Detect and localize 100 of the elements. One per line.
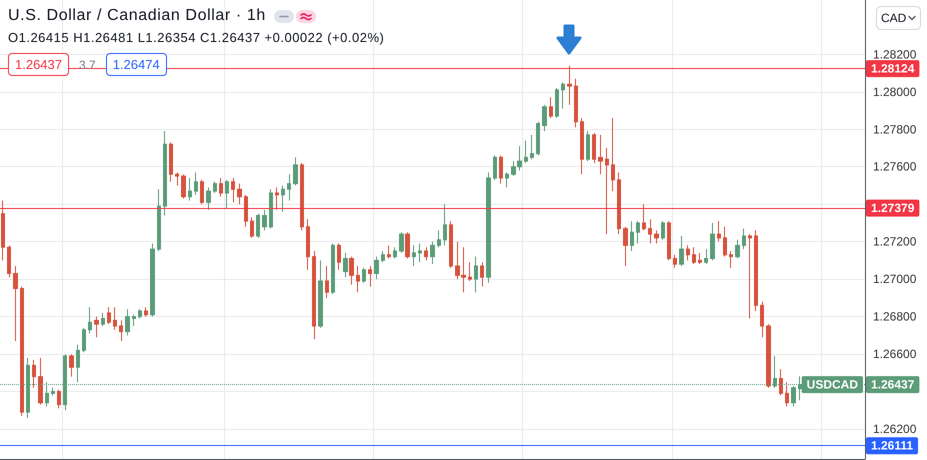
candlestick — [119, 320, 123, 342]
candlestick — [530, 134, 534, 160]
candlestick — [38, 357, 43, 406]
candlestick — [306, 218, 310, 270]
candlestick — [405, 232, 410, 260]
candlestick — [213, 181, 217, 194]
candlestick — [605, 148, 609, 235]
candlestick — [325, 266, 329, 298]
candlestick — [486, 172, 491, 284]
candlestick — [57, 389, 61, 409]
candlestick — [499, 155, 503, 184]
y-tick-label: 1.26600 — [873, 347, 917, 362]
candlestick — [679, 236, 684, 267]
candlestick — [250, 216, 254, 238]
candlestick — [381, 250, 385, 263]
candlestick — [673, 254, 677, 268]
candlestick — [225, 179, 229, 208]
y-tick-label: 1.27800 — [873, 122, 917, 136]
ref-line-label: 1.26111 — [871, 438, 914, 453]
candlestick — [586, 130, 590, 162]
candlestick — [368, 266, 372, 288]
candlestick — [555, 88, 559, 119]
candlestick — [1, 200, 5, 261]
candlestick — [549, 96, 553, 119]
candlestick — [356, 266, 360, 293]
candlestick — [387, 244, 391, 260]
candlestick — [281, 184, 285, 212]
candlestick — [244, 194, 248, 228]
candlestick — [94, 316, 99, 338]
candlestick — [318, 260, 323, 328]
candlestick — [144, 306, 148, 318]
candlestick — [125, 308, 130, 336]
candlestick — [157, 188, 161, 252]
y-tick-label: 1.28200 — [873, 47, 917, 62]
candlestick — [704, 248, 708, 265]
candlestick — [51, 387, 55, 396]
candlestick — [275, 186, 279, 210]
candlestick — [150, 243, 155, 318]
candlestick — [661, 220, 665, 240]
candlestick — [287, 174, 291, 201]
y-tick-label: 1.27600 — [873, 160, 917, 174]
candlestick — [349, 256, 354, 286]
candlestick — [343, 252, 348, 278]
candlestick — [138, 308, 142, 319]
candlestick — [754, 230, 758, 312]
candlestick — [262, 209, 267, 231]
candlestick — [617, 172, 621, 235]
candlestick — [443, 204, 447, 246]
ref-line-label: 1.28124 — [871, 62, 915, 76]
candlestick — [567, 65, 572, 106]
dropdown: CAD — [876, 6, 922, 30]
candlestick — [194, 172, 198, 196]
candlestick — [648, 218, 652, 244]
candlestick — [717, 220, 721, 242]
candlestick — [13, 266, 18, 342]
candlestick — [468, 262, 472, 282]
candlestick — [748, 234, 752, 319]
y-tick-label: 1.28000 — [873, 84, 917, 99]
price-button: 1.26474 — [106, 53, 167, 76]
candlestick — [424, 246, 428, 261]
candlestick — [536, 121, 540, 156]
candlestick — [181, 174, 186, 200]
candlestick — [188, 177, 192, 201]
candlestick — [32, 359, 36, 388]
candlestick — [542, 104, 547, 132]
legend-label: USDCAD — [806, 378, 858, 392]
candlestick — [269, 188, 273, 230]
text: O1.26415 H1.26481 L1.26354 C1.26437 +0.00022 (+0.02%) — [8, 30, 384, 45]
candlestick — [231, 177, 235, 203]
candlestick — [524, 140, 528, 164]
candlestick — [505, 172, 509, 188]
candlestick — [785, 382, 789, 408]
candlestick — [7, 244, 11, 278]
candlestick — [399, 232, 404, 254]
candlestick — [574, 78, 578, 128]
candlestick — [642, 204, 646, 231]
candlestick — [393, 246, 397, 260]
chart-title: U.S. Dollar / Canadian Dollar · 1h — [8, 7, 266, 25]
candlestick — [493, 155, 497, 180]
candlestick — [175, 172, 179, 186]
annotation: 3.7 — [79, 58, 96, 72]
candlestick — [169, 142, 173, 182]
candlestick — [412, 244, 416, 267]
candlestick — [779, 368, 783, 396]
y-tick-label: 1.26800 — [873, 310, 917, 324]
candlestick — [667, 220, 671, 261]
ref-line-label: 1.27379 — [871, 201, 915, 216]
ref-line-label: 1.26437 — [871, 378, 915, 392]
candlestick — [300, 162, 304, 231]
candlestick — [418, 243, 422, 263]
candlestick — [611, 118, 615, 192]
candlestick — [107, 306, 111, 325]
candlestick — [69, 354, 74, 378]
candlestick — [362, 267, 366, 284]
candlestick — [101, 312, 105, 326]
candlestick — [686, 244, 690, 261]
candlestick — [163, 130, 167, 216]
candlestick — [200, 179, 204, 205]
candlestick — [598, 134, 603, 175]
candlestick — [592, 132, 596, 164]
